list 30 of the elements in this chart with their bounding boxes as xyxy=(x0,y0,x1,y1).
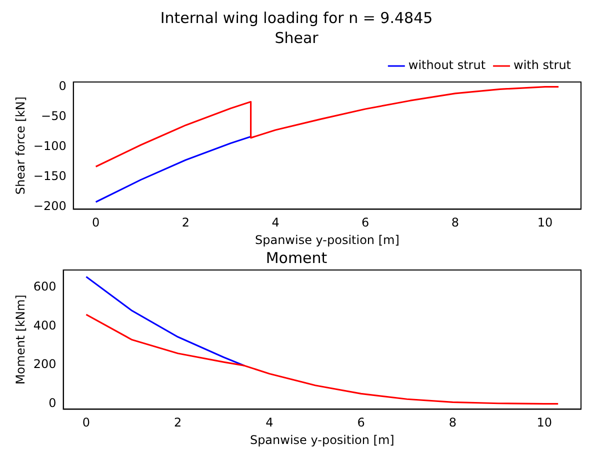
x-tick-label: 0 xyxy=(92,216,100,230)
y-tick-label: −150 xyxy=(33,168,66,183)
y-tick-label: 0 xyxy=(58,78,66,93)
y-tick-label: 0 xyxy=(48,396,56,410)
x-tick-label: 4 xyxy=(266,416,274,430)
x-axis-title: Spanwise y-position [m] xyxy=(250,432,394,447)
x-tick-label: 4 xyxy=(272,216,280,230)
x-tick-label: 8 xyxy=(451,216,460,230)
y-tick-label: 200 xyxy=(33,357,56,372)
x-tick-label: 10 xyxy=(536,416,552,430)
y-tick-label: −100 xyxy=(33,138,66,153)
y-tick-label: −50 xyxy=(41,108,66,123)
x-tick-label: 6 xyxy=(357,416,365,430)
x-tick-label: 2 xyxy=(182,216,190,230)
y-tick-label: −200 xyxy=(33,198,66,213)
chart-title: Moment xyxy=(266,248,328,267)
x-tick-label: 10 xyxy=(537,216,553,230)
x-tick-label: 6 xyxy=(362,216,370,230)
x-tick-label: 8 xyxy=(448,416,457,430)
x-axis-title: Spanwise y-position [m] xyxy=(254,232,400,247)
y-tick-label: 600 xyxy=(33,280,56,294)
legend-label: without strut xyxy=(408,58,486,72)
legend-label: with strut xyxy=(514,58,572,72)
y-axis-title: Moment [kNm] xyxy=(13,294,28,385)
y-axis-title: Shear force [kN] xyxy=(13,96,28,195)
x-tick-label: 2 xyxy=(174,416,182,430)
x-tick-label: 0 xyxy=(82,416,90,430)
chart-title: Internal wing loading for n = 9.4845 xyxy=(160,8,433,27)
y-tick-label: 400 xyxy=(33,318,56,332)
chart-subtitle: Shear xyxy=(274,28,320,47)
